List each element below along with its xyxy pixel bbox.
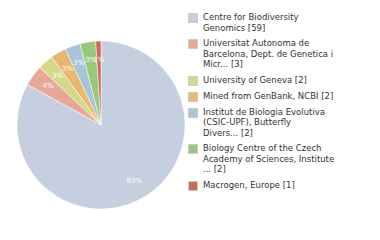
svg-text:3%: 3% xyxy=(62,65,73,73)
svg-text:3%: 3% xyxy=(52,72,63,80)
svg-text:1%: 1% xyxy=(93,56,104,64)
svg-text:3%: 3% xyxy=(85,56,97,65)
svg-text:4%: 4% xyxy=(42,82,53,90)
svg-text:83%: 83% xyxy=(127,177,143,185)
html-text:Institut de Biologia Evolutiva: Institut de Biologia Evolutiva (CSIC-UPF… xyxy=(203,106,325,138)
html-text:Universitat Autonoma de Barcel: Universitat Autonoma de Barcelona, Dept.… xyxy=(203,38,334,69)
html-text:University of Geneva [2]: University of Geneva [2] xyxy=(203,74,307,85)
html-text:Biology Centre of the Czech Ac: Biology Centre of the Czech Academy of S… xyxy=(203,143,335,174)
html-text:Macrogen, Europe [1]: Macrogen, Europe [1] xyxy=(203,179,295,190)
svg-text:3%: 3% xyxy=(73,59,84,67)
html-text:Mined from GenBank, NCBI [2]: Mined from GenBank, NCBI [2] xyxy=(203,90,334,101)
html-text:Centre for Biodiversity Genomi: Centre for Biodiversity Genomics [59] xyxy=(203,12,299,33)
